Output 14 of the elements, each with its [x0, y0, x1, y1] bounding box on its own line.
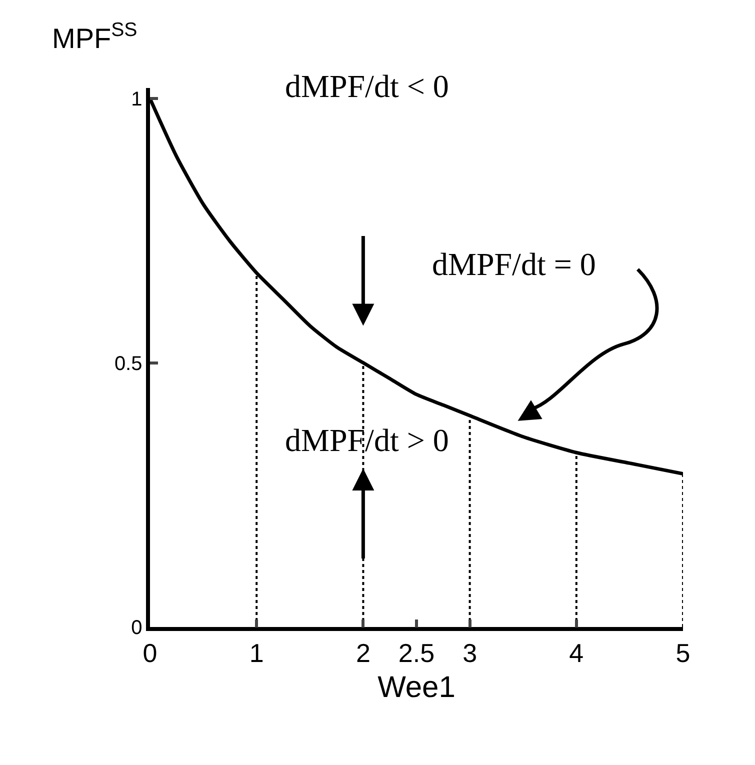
x-tick-label: 2 — [356, 638, 370, 668]
y-axis-title: MPF$^{SS}$ — [52, 19, 138, 54]
x-tick-label: 1 — [249, 638, 264, 668]
x-tick-label: 2.5 — [398, 638, 435, 668]
y-tick-label: 1 — [131, 88, 142, 111]
annotation: dMPF/dt = 0 — [432, 246, 596, 282]
x-tick-label: 3 — [462, 638, 478, 668]
annotation: dMPF/dt > 0 — [285, 422, 449, 458]
y-tick-label: 0.5 — [114, 352, 142, 375]
x-tick-label: 5 — [676, 638, 690, 668]
x-axis-title: Wee1 — [378, 670, 456, 704]
y-tick-label: 0 — [131, 617, 142, 639]
x-tick-label: 4 — [569, 638, 584, 668]
annotation: dMPF/dt < 0 — [285, 68, 449, 104]
